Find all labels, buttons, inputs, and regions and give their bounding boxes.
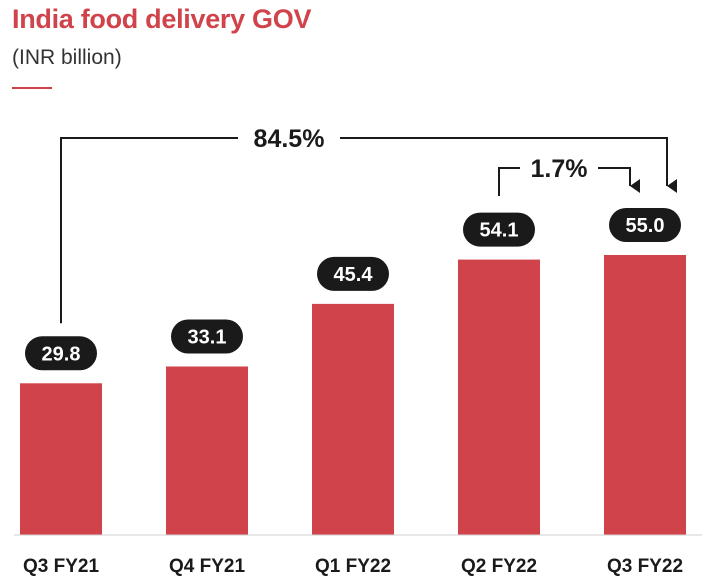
value-label-pill [463, 212, 535, 247]
title-accent-line [12, 87, 52, 89]
chart-title: India food delivery GOV [12, 4, 312, 34]
value-label-1: 29.8 [25, 336, 97, 371]
value-label-5: 55.0 [609, 208, 681, 242]
x-tick-label-4: Q2 FY22 [461, 556, 537, 577]
value-label-3: 45.4 [317, 256, 389, 291]
value-label-text: 33.1 [188, 326, 227, 348]
bar-4 [458, 259, 540, 535]
growth-bracket-qoq-left [498, 167, 520, 196]
value-label-4: 54.1 [463, 212, 535, 247]
x-tick-label-1: Q3 FY21 [23, 556, 99, 577]
growth-bracket-total-right [340, 137, 677, 193]
value-label-text: 54.1 [480, 220, 519, 242]
value-label-pill [171, 319, 243, 354]
bar-3 [312, 303, 394, 535]
value-label-pill [25, 336, 97, 371]
x-tick-label-3: Q1 FY22 [315, 556, 391, 577]
growth-label-qoq: 1.7% [531, 155, 588, 183]
value-label-pill [317, 256, 389, 291]
growth-label-total: 84.5% [254, 125, 325, 153]
bar-5 [604, 255, 686, 535]
growth-bracket-qoq-right [598, 167, 640, 193]
growth-bracket-total-left [60, 137, 238, 324]
value-label-text: 29.8 [42, 343, 81, 365]
value-label-2: 33.1 [171, 319, 243, 354]
bar-2 [166, 366, 248, 535]
value-label-text: 45.4 [334, 264, 374, 286]
bar-1 [20, 383, 102, 535]
value-label-text: 55.0 [626, 215, 665, 237]
x-tick-label-2: Q4 FY21 [169, 556, 245, 577]
x-tick-label-5: Q3 FY22 [607, 556, 683, 577]
value-label-pill [609, 208, 681, 242]
chart-subtitle: (INR billion) [12, 46, 122, 69]
